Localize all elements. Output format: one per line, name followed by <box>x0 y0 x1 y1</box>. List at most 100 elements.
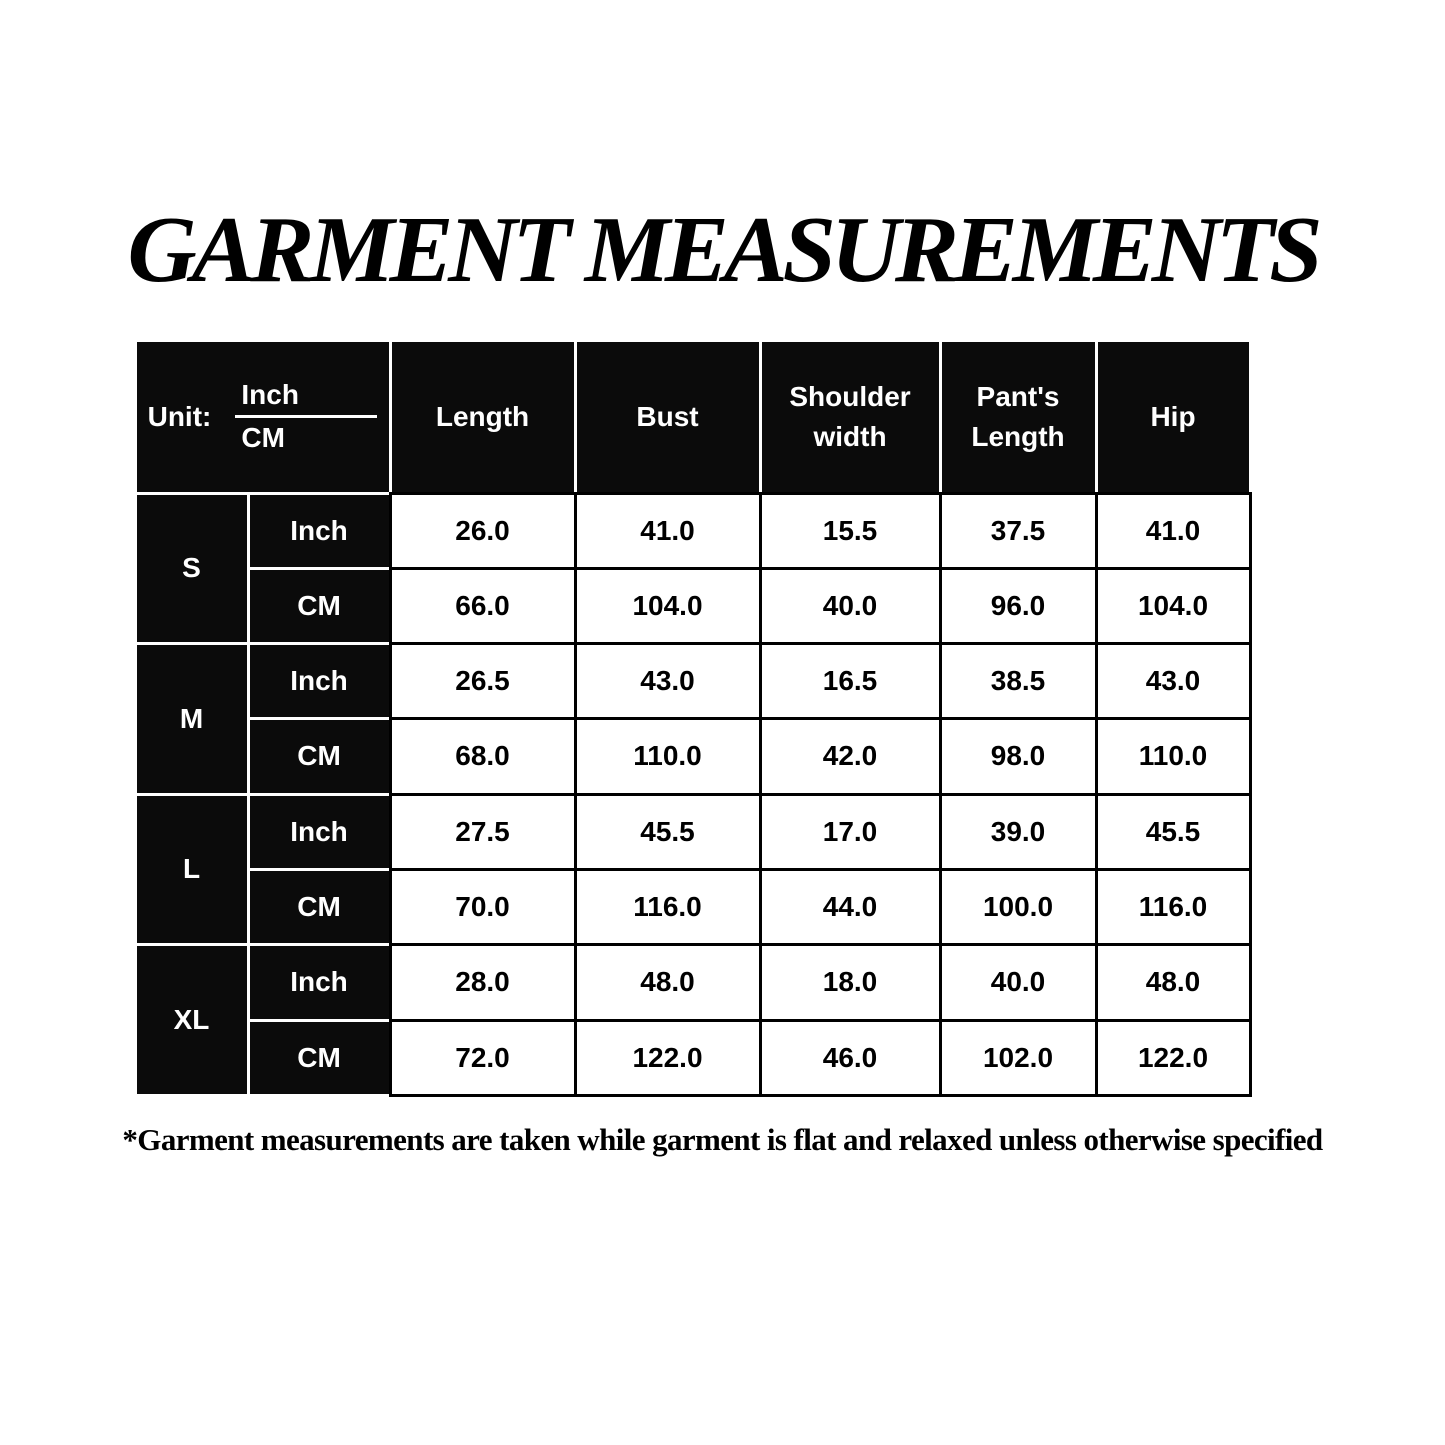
table-cell-text: 41.0 <box>640 514 695 546</box>
table-cell-text: 96.0 <box>990 589 1046 621</box>
unit-label: Unit: <box>147 400 212 432</box>
unit-cm-label-text: CM <box>297 890 341 922</box>
unit-inch-label: Inch <box>249 494 389 567</box>
table-cell-text: 116.0 <box>633 890 702 922</box>
table-cell: 70.0 <box>391 870 574 943</box>
table-cell: 43.0 <box>1097 644 1249 717</box>
table-cell: 110.0 <box>1097 719 1249 793</box>
table-cell-text: 15.5 <box>822 514 878 546</box>
table-cell-text: 45.5 <box>640 815 695 847</box>
unit-cm-label-text: CM <box>297 589 341 621</box>
column-header-text: Length <box>435 400 530 432</box>
table-cell: 40.0 <box>761 569 939 642</box>
table-cell-text: 104.0 <box>1137 589 1209 621</box>
table-cell-text: 116.0 <box>1138 890 1208 922</box>
table-cell-text: 66.0 <box>455 589 510 621</box>
unit-inch-label-text: Inch <box>290 514 348 546</box>
table-cell-text: 45.5 <box>1145 815 1201 847</box>
table-cell-text: 44.0 <box>822 890 878 922</box>
unit-cm-label: CM <box>249 569 389 642</box>
table-cell-text: 42.0 <box>822 740 878 771</box>
table-cell-text: 68.0 <box>455 740 510 771</box>
table-cell-text: 46.0 <box>822 1041 878 1073</box>
unit-cm: CM <box>241 422 285 453</box>
table-cell-text: 43.0 <box>1145 664 1201 696</box>
table-cell: 16.5 <box>761 644 939 717</box>
table-cell-text: 102.0 <box>982 1041 1054 1073</box>
table-cell-text: 48.0 <box>1145 966 1201 997</box>
table-cell: 48.0 <box>1097 945 1249 1019</box>
table-cell-text: 26.5 <box>455 664 510 696</box>
table-cell-text: 70.0 <box>455 890 510 922</box>
table-cell: 18.0 <box>761 945 939 1019</box>
unit-cm-label: CM <box>249 1021 389 1094</box>
table-cell: 17.0 <box>761 795 939 868</box>
column-header-text: Hip <box>1150 400 1196 432</box>
size-label: S <box>136 494 247 642</box>
table-cell: 44.0 <box>761 870 939 943</box>
table-cell: 98.0 <box>941 719 1095 793</box>
table-cell: 104.0 <box>576 569 759 642</box>
table-cell: 72.0 <box>391 1021 574 1094</box>
table-cell: 122.0 <box>1097 1021 1249 1094</box>
size-label: L <box>136 795 247 943</box>
column-header: Length <box>391 341 574 492</box>
column-header-text: Pant's Length <box>971 380 1065 452</box>
column-header: Pant's Length <box>941 341 1095 492</box>
table-cell-text: 122.0 <box>1137 1041 1209 1073</box>
table-cell: 100.0 <box>941 870 1095 943</box>
table-cell: 102.0 <box>941 1021 1095 1094</box>
table-cell-text: 37.5 <box>990 514 1046 546</box>
size-label: M <box>136 644 247 793</box>
table-cell: 40.0 <box>941 945 1095 1019</box>
unit-cm-label-text: CM <box>297 1041 341 1073</box>
table-cell: 15.5 <box>761 494 939 567</box>
table-cell: 68.0 <box>391 719 574 793</box>
table-cell: 122.0 <box>576 1021 759 1094</box>
table-cell: 110.0 <box>576 719 759 793</box>
table-cell-text: 40.0 <box>990 966 1046 997</box>
column-header-text: Bust <box>636 400 699 432</box>
unit-inch-label: Inch <box>249 795 389 868</box>
footnote: *Garment measurements are taken while ga… <box>122 1122 1323 1157</box>
table-cell-text: 100.0 <box>982 890 1054 922</box>
table-cell: 104.0 <box>1097 569 1249 642</box>
table-cell: 26.5 <box>391 644 574 717</box>
table-cell: 45.5 <box>576 795 759 868</box>
column-header-text: Shoulder width <box>789 380 911 452</box>
table-cell-text: 110.0 <box>1138 740 1208 771</box>
table-cell: 116.0 <box>576 870 759 943</box>
table-cell: 46.0 <box>761 1021 939 1094</box>
unit-inch: Inch <box>235 375 378 418</box>
table-cell-text: 18.0 <box>822 966 878 997</box>
unit-inch-label-text: Inch <box>290 966 348 997</box>
table-cell-text: 16.5 <box>822 664 878 696</box>
table-cell: 41.0 <box>576 494 759 567</box>
table-cell-text: 17.0 <box>822 815 878 847</box>
size-label: XL <box>136 945 247 1094</box>
table-cell: 43.0 <box>576 644 759 717</box>
size-label-text: XL <box>173 1003 210 1035</box>
table-cell: 41.0 <box>1097 494 1249 567</box>
table-cell: 48.0 <box>576 945 759 1019</box>
table-cell: 37.5 <box>941 494 1095 567</box>
table-cell-text: 122.0 <box>632 1041 703 1073</box>
table-cell: 28.0 <box>391 945 574 1019</box>
table-cell-text: 40.0 <box>822 589 878 621</box>
table-cell-text: 98.0 <box>990 740 1046 771</box>
table-cell-text: 41.0 <box>1145 514 1201 546</box>
unit-cm-label-text: CM <box>297 740 341 771</box>
size-label-text: M <box>179 702 204 734</box>
column-header: Shoulder width <box>761 341 939 492</box>
table-cell: 116.0 <box>1097 870 1249 943</box>
size-label-text: S <box>182 552 201 583</box>
size-label-text: L <box>182 853 201 884</box>
table-cell-text: 27.5 <box>455 815 510 847</box>
unit-inch-label-text: Inch <box>290 815 348 847</box>
page-title: GARMENT MEASUREMENTS <box>127 198 1322 302</box>
column-header: Hip <box>1097 341 1249 492</box>
table-cell-text: 28.0 <box>455 966 510 997</box>
table-cell: 27.5 <box>391 795 574 868</box>
table-cell: 26.0 <box>391 494 574 567</box>
